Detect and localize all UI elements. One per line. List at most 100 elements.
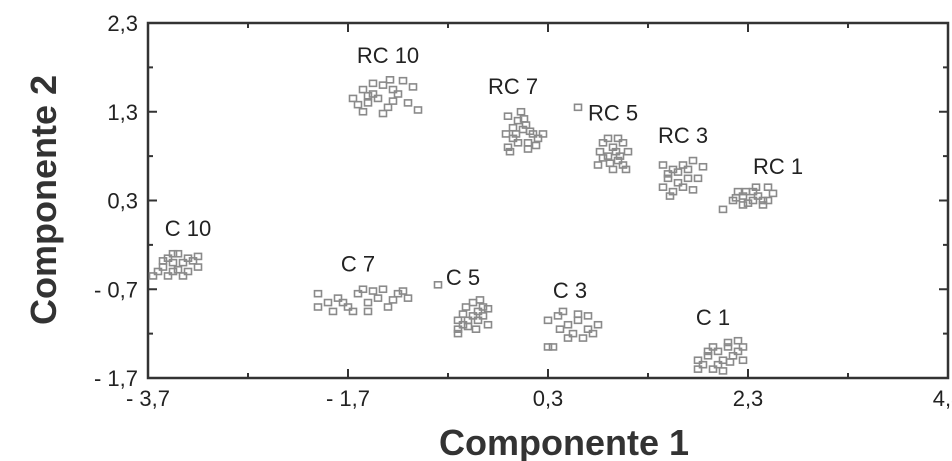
data-point <box>408 83 418 91</box>
data-point <box>713 360 723 369</box>
data-point <box>618 139 628 147</box>
x-tick-label: 4,3 <box>933 386 952 411</box>
data-point <box>338 298 348 307</box>
data-point <box>738 356 748 365</box>
data-point <box>525 127 535 136</box>
data-point <box>673 178 683 187</box>
x-tick-label: - 1,7 <box>326 386 370 411</box>
data-point <box>373 94 383 103</box>
data-point <box>158 257 168 265</box>
data-point <box>718 205 728 214</box>
data-point <box>163 272 173 280</box>
data-point <box>368 90 378 98</box>
data-point <box>663 174 673 183</box>
data-point <box>188 257 198 265</box>
data-point <box>468 298 478 307</box>
y-tick-label: 0,3 <box>107 189 138 214</box>
data-point <box>763 183 773 191</box>
data-point <box>613 134 623 143</box>
data-point <box>458 310 468 318</box>
data-point <box>713 347 723 356</box>
data-point <box>573 103 583 112</box>
data-point <box>751 183 761 191</box>
data-point <box>363 298 373 307</box>
cluster-label: C 5 <box>446 265 480 290</box>
data-point <box>583 312 593 320</box>
data-point <box>598 154 608 162</box>
data-point <box>433 281 443 289</box>
data-point <box>148 272 158 280</box>
data-point <box>615 152 625 160</box>
data-point <box>388 85 398 94</box>
data-point <box>473 307 483 316</box>
data-point <box>378 81 388 89</box>
cluster-label: RC 10 <box>357 43 419 68</box>
data-point <box>553 312 563 320</box>
data-point <box>573 316 583 325</box>
data-point <box>398 76 408 85</box>
data-point <box>363 99 373 107</box>
data-point <box>743 199 753 207</box>
data-point <box>738 201 748 209</box>
data-point <box>658 183 668 191</box>
data-point <box>555 325 565 333</box>
data-point <box>383 303 393 311</box>
data-point <box>368 287 378 295</box>
data-point <box>698 360 708 369</box>
data-point <box>388 296 398 304</box>
data-point <box>343 303 353 311</box>
data-point <box>471 325 481 333</box>
cluster-label: RC 3 <box>658 123 708 148</box>
data-point <box>731 194 741 202</box>
data-point <box>508 123 518 132</box>
data-point <box>741 187 751 196</box>
data-point <box>153 267 163 276</box>
data-point <box>348 307 358 316</box>
cluster-label: C 7 <box>341 252 375 277</box>
data-point <box>758 196 768 205</box>
data-points <box>148 76 778 375</box>
data-point <box>573 310 583 318</box>
data-point <box>543 316 553 325</box>
data-point <box>478 303 488 311</box>
x-tick-label: 2,3 <box>733 386 764 411</box>
data-point <box>378 285 388 294</box>
y-tick-label: - 1,7 <box>94 366 138 391</box>
data-point <box>513 116 523 125</box>
data-point <box>353 100 363 109</box>
data-point <box>519 115 529 123</box>
y-tick-label: 2,3 <box>107 11 138 36</box>
data-point <box>593 320 603 329</box>
data-point <box>358 285 368 294</box>
data-point <box>543 343 553 351</box>
data-point <box>531 141 541 150</box>
data-point <box>563 334 573 342</box>
data-point <box>323 298 333 307</box>
data-point <box>398 287 408 295</box>
data-point <box>658 161 668 169</box>
data-point <box>368 79 378 88</box>
data-point <box>738 343 748 351</box>
data-point <box>623 147 633 156</box>
data-point <box>475 296 485 304</box>
data-point <box>193 252 203 261</box>
data-point <box>413 106 423 114</box>
cluster-label: RC 7 <box>488 74 538 99</box>
data-point <box>358 85 368 94</box>
y-axis-title: Componente 2 <box>23 75 64 325</box>
data-point <box>663 170 673 178</box>
data-point <box>703 347 713 356</box>
data-point <box>768 189 778 198</box>
data-point <box>583 325 593 333</box>
data-point <box>373 294 383 302</box>
data-point <box>693 365 703 373</box>
data-point <box>688 156 698 165</box>
data-point <box>513 139 523 147</box>
x-tick-label: 0,3 <box>533 386 564 411</box>
data-point <box>385 76 395 84</box>
data-point <box>665 192 675 200</box>
data-point <box>613 156 623 165</box>
data-point <box>603 152 613 160</box>
data-point <box>473 316 483 325</box>
